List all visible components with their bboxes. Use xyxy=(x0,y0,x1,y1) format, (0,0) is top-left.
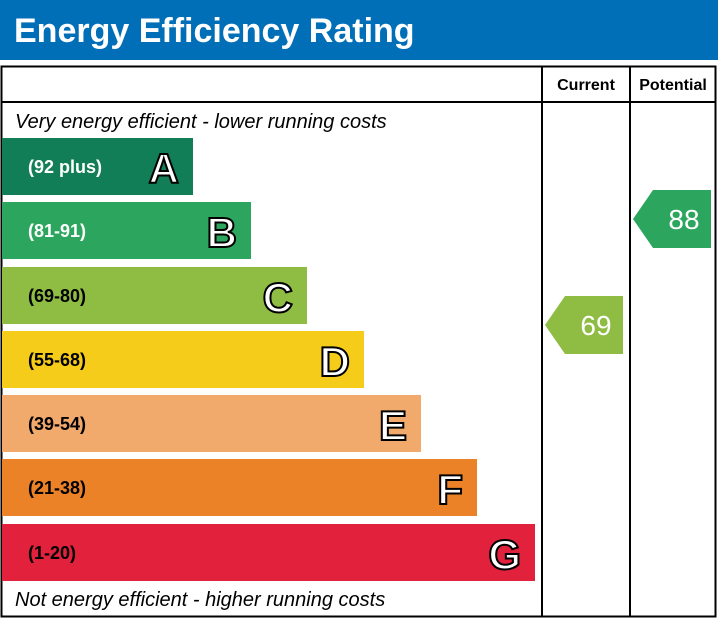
column-header-potential: Potential xyxy=(639,77,707,94)
band-bar xyxy=(2,331,364,388)
current-rating-arrow-shape xyxy=(545,296,623,354)
band-range: (39-54) xyxy=(28,414,86,434)
band-bar xyxy=(2,459,477,516)
band-b: (81-91) B xyxy=(2,202,251,259)
band-letter: C xyxy=(263,274,293,321)
band-range: (1-20) xyxy=(28,543,76,563)
current-rating-arrow-value: 69 xyxy=(580,310,611,341)
band-a: (92 plus) A xyxy=(2,138,193,195)
potential-rating-arrow-value: 88 xyxy=(668,204,699,235)
band-bar xyxy=(2,524,535,581)
band-range: (81-91) xyxy=(28,221,86,241)
band-range: (92 plus) xyxy=(28,157,102,177)
band-letter: A xyxy=(149,145,179,192)
band-g: (1-20) G xyxy=(2,524,535,581)
band-bar xyxy=(2,138,193,195)
band-range: (21-38) xyxy=(28,478,86,498)
band-bar xyxy=(2,202,251,259)
band-c: (69-80) C xyxy=(2,267,307,324)
chart-frame xyxy=(0,65,717,618)
potential-rating-arrow: 88 xyxy=(633,190,711,248)
band-f: (21-38) F xyxy=(2,459,477,516)
title-bar xyxy=(0,0,718,60)
band-letter: B xyxy=(207,209,237,256)
band-range: (55-68) xyxy=(28,350,86,370)
band-bar xyxy=(2,267,307,324)
top-note: Very energy efficient - lower running co… xyxy=(15,111,387,133)
band-d: (55-68) D xyxy=(2,331,364,388)
column-header-current: Current xyxy=(557,77,615,94)
bottom-note: Not energy efficient - higher running co… xyxy=(15,589,385,611)
band-bar xyxy=(2,395,421,452)
current-rating-arrow: 69 xyxy=(545,296,623,354)
band-letter: D xyxy=(320,338,350,385)
chart-title: Energy Efficiency Rating xyxy=(14,12,415,50)
potential-rating-arrow-shape xyxy=(633,190,711,248)
band-range: (69-80) xyxy=(28,286,86,306)
band-letter: E xyxy=(379,402,407,449)
band-letter: G xyxy=(488,531,521,578)
band-e: (39-54) E xyxy=(2,395,421,452)
band-letter: F xyxy=(437,466,463,513)
